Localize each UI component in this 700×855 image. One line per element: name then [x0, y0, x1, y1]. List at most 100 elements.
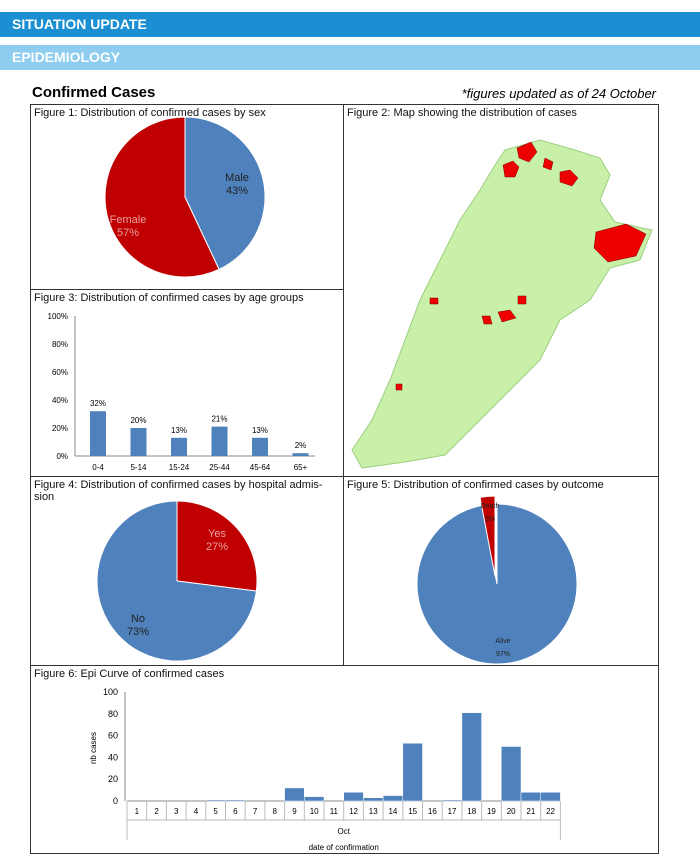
epi-x-tick: 18 [467, 807, 476, 816]
epi-bar [343, 792, 364, 802]
subsection-header: EPIDEMIOLOGY [0, 45, 700, 70]
epi-bar [461, 712, 482, 802]
alive-label: Alive [495, 638, 510, 645]
figure-2-caption: Figure 2: Map showing the distribution o… [347, 107, 577, 119]
yes-label: Yes [208, 528, 226, 540]
update-note: *figures updated as of 24 October [461, 86, 656, 101]
pie-slice-female [104, 116, 220, 278]
epi-x-tick: 16 [428, 807, 437, 816]
y-tick: 100% [48, 312, 68, 321]
x-tick: 45-64 [250, 463, 271, 472]
figure-4-caption: Figure 4: Distribution of confirmed case… [34, 479, 323, 503]
y-tick: 20% [52, 424, 68, 433]
epi-group-label: Oct [337, 827, 350, 836]
epi-bar [520, 792, 541, 802]
map-land [351, 139, 653, 469]
epi-x-tick: 22 [546, 807, 555, 816]
age-bar [252, 437, 268, 456]
epi-x-tick: 13 [369, 807, 378, 816]
epi-y-tick: 80 [108, 709, 118, 719]
epi-x-tick: 10 [310, 807, 319, 816]
epi-x-tick: 21 [526, 807, 535, 816]
epi-bar [284, 787, 305, 802]
no-value: 73% [127, 626, 149, 638]
female-value: 57% [117, 227, 139, 239]
epi-x-tick: 19 [487, 807, 496, 816]
epi-y-tick: 100 [103, 687, 118, 697]
pie-slice-death [479, 495, 496, 577]
x-tick: 25-44 [209, 463, 230, 472]
epi-x-tick: 15 [408, 807, 417, 816]
epi-bar [363, 797, 384, 802]
y-tick: 80% [52, 340, 68, 349]
x-tick: 65+ [294, 463, 308, 472]
pie-slice-male [184, 116, 266, 271]
age-bar [292, 453, 309, 456]
bar-data-label: 13% [252, 426, 268, 435]
no-label: No [131, 613, 145, 625]
epi-bar [501, 746, 522, 802]
x-tick: 5-14 [130, 463, 147, 472]
female-label: Female [110, 214, 147, 226]
y-tick: 0% [56, 452, 68, 461]
figure-6: Figure 6: Epi Curve of confirmed cases [30, 665, 659, 854]
epi-x-label: date of confirmation [309, 843, 379, 852]
age-bar [130, 428, 147, 456]
epi-x-tick: 14 [388, 807, 397, 816]
epi-x-tick: 8 [273, 807, 278, 816]
age-bar [90, 411, 106, 456]
epi-bar [540, 792, 561, 802]
death-label: Death [481, 503, 500, 510]
epi-y-tick: 0 [113, 796, 118, 806]
yes-value: 27% [206, 541, 228, 553]
figure-1-caption: Figure 1: Distribution of confirmed case… [34, 107, 266, 119]
y-tick: 60% [52, 368, 68, 377]
alive-value: 97% [496, 651, 510, 658]
bar-data-label: 21% [211, 415, 227, 424]
age-bar [171, 437, 187, 456]
death-value: 3% [485, 516, 495, 523]
x-tick: 0-4 [92, 463, 104, 472]
epi-x-tick: 17 [448, 807, 457, 816]
pie-slice-yes [176, 500, 258, 592]
epi-bar [441, 799, 463, 802]
epi-x-tick: 20 [507, 807, 516, 816]
epi-x-tick: 3 [174, 807, 179, 816]
male-value: 43% [226, 185, 248, 197]
epi-y-label: nb cases [89, 732, 98, 764]
figure-3-caption: Figure 3: Distribution of confirmed case… [34, 292, 304, 304]
epi-x-tick: 9 [292, 807, 297, 816]
epi-bar [402, 742, 423, 802]
section-header: SITUATION UPDATE [0, 12, 700, 37]
epi-bar [205, 799, 226, 802]
pie-slice-no [96, 500, 257, 662]
epi-x-tick: 6 [233, 807, 238, 816]
figure-5-caption: Figure 5: Distribution of confirmed case… [347, 479, 604, 491]
epi-bar [382, 795, 404, 802]
epi-x-tick: 11 [330, 807, 339, 816]
epi-x-tick: 4 [194, 807, 199, 816]
case-areas [395, 141, 647, 391]
epi-x-tick: 5 [213, 807, 218, 816]
epi-x-tick: 7 [253, 807, 258, 816]
epi-x-tick: 1 [135, 807, 140, 816]
y-tick: 40% [52, 396, 68, 405]
figure-6-caption: Figure 6: Epi Curve of confirmed cases [34, 668, 225, 680]
x-tick: 15-24 [169, 463, 190, 472]
bar-data-label: 32% [90, 399, 106, 408]
bar-data-label: 20% [130, 416, 146, 425]
epi-x-tick: 2 [154, 807, 159, 816]
age-bar [211, 426, 228, 456]
epi-y-tick: 40 [108, 752, 118, 762]
epi-x-tick: 12 [349, 807, 358, 816]
figure-4: Figure 4: Distribution of confirmed case… [30, 476, 344, 666]
male-label: Male [225, 172, 249, 184]
epi-y-tick: 20 [108, 774, 118, 784]
page-title: Confirmed Cases [32, 84, 156, 101]
epi-bar [304, 796, 325, 802]
epi-bar [225, 799, 246, 802]
bar-data-label: 2% [295, 441, 307, 450]
bar-data-label: 13% [171, 426, 187, 435]
epi-y-tick: 60 [108, 731, 118, 741]
